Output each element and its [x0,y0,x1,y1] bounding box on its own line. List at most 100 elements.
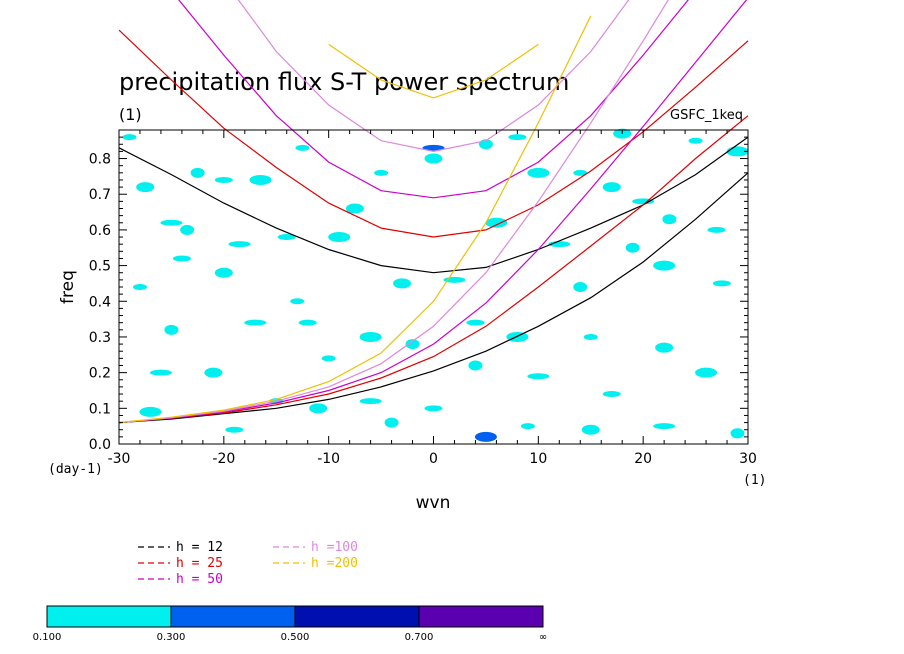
y-tick-label: 0.6 [89,223,111,239]
contour-blob [583,333,598,340]
contour-blob [424,153,443,164]
contour-blob [122,134,137,141]
colorbar-segment [418,605,544,628]
contour-blob [190,167,205,178]
contour-blob [468,360,483,371]
contour-blob [132,284,147,290]
y-tick-label: 0.1 [89,401,111,417]
contour-blob [228,241,251,248]
y-tick-label: 0.7 [89,187,111,203]
contour-blob [695,367,718,378]
contour-blob [730,428,745,439]
x-tick-label: 10 [529,451,547,467]
y-axis-title: freq [58,270,78,304]
contour-blob [204,367,223,378]
plot-frame [118,129,749,445]
contour-fill-layer [122,128,749,442]
x-tick-label: 20 [634,451,652,467]
contour-blob [653,260,676,271]
x-tick-label: 30 [739,451,757,467]
colorbar-label: 0.300 [157,632,186,643]
contour-blob [632,198,655,205]
contour-blob [653,423,676,430]
legend-label: h = 12 [176,540,223,555]
x-tick-label: -20 [212,451,235,467]
contour-blob [225,426,244,433]
y-tick-label: 0.0 [89,437,111,453]
contour-blob [295,144,310,151]
colorbar-segment [294,605,420,628]
contour-blob [424,405,443,412]
contour-blob [328,232,351,243]
contour-blob [602,391,621,398]
contour-blob [136,182,155,193]
contour-blob [527,167,550,178]
contour-blob [298,319,317,326]
contour-blob [466,319,485,326]
contour-blob [573,282,588,292]
dispersion-curves [119,0,749,424]
colorbar-segment [46,605,172,628]
contour-blob [160,219,183,226]
contour-blob [172,255,191,262]
colorbar-label: ∞ [539,632,547,643]
contour-blob [244,319,267,326]
colorbar-label: 0.500 [281,632,310,643]
contour-blob [359,331,382,342]
contour-blob [485,217,508,228]
x-axis: -30 -20 -10 0 10 20 30 [108,130,757,467]
contour-blob [164,324,179,335]
curve-h50-rossby [119,0,748,424]
contour-blob [602,182,621,193]
contour-blob [249,174,272,185]
contour-blob [214,267,233,278]
curve-h25-rossby [119,115,749,424]
legend-label: h = 50 [176,572,223,587]
colorbar: 0.100 0.300 0.500 0.700 ∞ [33,605,547,643]
contour-blob [655,342,674,353]
contour-blob [180,224,195,235]
x-tick-label: -30 [108,451,131,467]
contour-blob [508,134,527,141]
contour-blob [422,144,445,151]
contour-blob [374,169,389,176]
curve-h100-rossby [119,0,669,424]
x-tick-label: 0 [429,451,438,467]
contour-blob [662,214,677,225]
model-label: GSFC_1keq [670,108,743,123]
contour-blob [707,226,726,233]
chart-subtitle: (1) [119,105,142,124]
contour-blob [321,355,336,362]
colorbar-segment [170,605,296,628]
contour-blob [309,403,328,414]
contour-blob [405,339,420,350]
curve-h50-gravity [178,0,689,199]
y-tick-label: 0.3 [89,330,111,346]
legend-label: h = 25 [176,556,223,571]
y-tick-label: 0.5 [89,259,111,275]
contour-blob [625,242,640,253]
curve-h12-rossby [119,172,749,424]
contour-blob [277,234,296,241]
contour-blob [688,137,703,144]
y-tick-label: 0.2 [89,366,111,382]
x-unit-label: (1) [743,473,766,488]
legend-label: h =100 [311,540,358,555]
y-axis: 0.0 0.1 0.2 0.3 0.4 0.5 0.6 0.7 0.8 [89,129,748,453]
contour-blob [581,424,600,435]
contour-blob [214,176,233,183]
y-tick-label: 0.8 [89,152,111,168]
contour-blob [520,423,535,430]
contour-blob [345,203,364,214]
x-axis-title: wvn [416,493,451,513]
colorbar-label: 0.100 [33,632,62,643]
contour-blob [573,169,588,176]
contour-blob [290,298,305,305]
contour-blob [712,280,731,287]
contour-blob [139,406,162,417]
y-tick-label: 0.4 [89,294,111,310]
curve-h200-rossby [119,15,592,424]
contour-blob [149,369,172,376]
